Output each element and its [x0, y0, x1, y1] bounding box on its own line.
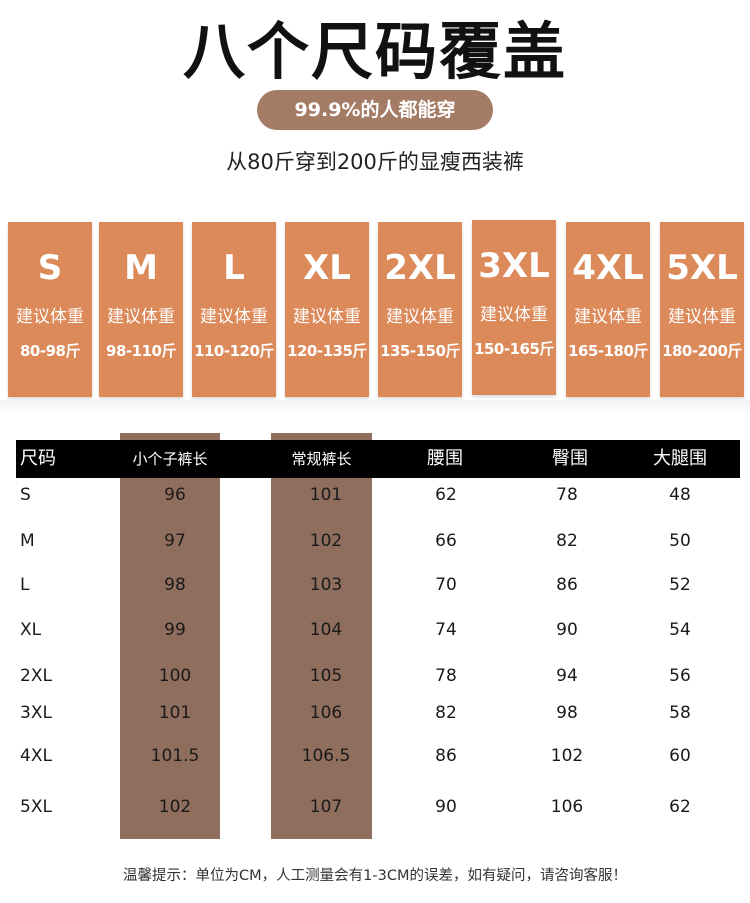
size-card-weight-label: 建议体重	[16, 307, 84, 327]
petite-length-cell: 101	[158, 703, 192, 723]
table-header-bar	[16, 440, 740, 478]
thigh-cell: 52	[669, 575, 691, 595]
size-card-m: M 建议体重 98-110斤	[99, 222, 183, 397]
size-card-size: 4XL	[572, 248, 644, 288]
size-header: 尺码	[20, 448, 56, 469]
size-card-xl: XL 建议体重 120-135斤	[285, 222, 369, 397]
hip-header: 臀围	[552, 448, 588, 469]
size-card-weight-range: 80-98斤	[20, 342, 80, 360]
size-card-size: S	[37, 248, 63, 288]
size-card-weight-range: 110-120斤	[194, 342, 274, 360]
size-cell: 2XL	[20, 666, 52, 686]
size-card-weight-range: 120-135斤	[287, 342, 367, 360]
size-card-weight-label: 建议体重	[574, 307, 642, 327]
size-cell: 4XL	[20, 746, 52, 766]
divider	[0, 400, 750, 414]
size-card-2xl: 2XL 建议体重 135-150斤	[378, 222, 462, 397]
subtitle: 从80斤穿到200斤的显瘦西装裤	[226, 150, 524, 174]
petite-length-header: 小个子裤长	[132, 450, 208, 468]
size-card-size: L	[223, 248, 245, 288]
page-title: 八个尺码覆盖	[182, 15, 567, 88]
thigh-cell: 48	[669, 485, 691, 505]
hip-cell: 86	[556, 575, 578, 595]
size-card-weight-label: 建议体重	[293, 307, 361, 327]
thigh-cell: 60	[669, 746, 691, 766]
hip-cell: 90	[556, 620, 578, 640]
hip-cell: 82	[556, 531, 578, 551]
size-card-5xl: 5XL 建议体重 180-200斤	[660, 222, 744, 397]
regular-length-cell: 107	[309, 797, 343, 817]
size-card-weight-range: 180-200斤	[662, 342, 742, 360]
petite-length-column-highlight	[120, 433, 220, 839]
size-card-size: 3XL	[478, 246, 550, 286]
size-card-weight-label: 建议体重	[480, 305, 548, 325]
footer-note: 温馨提示：单位为CM，人工测量会有1-3CM的误差，如有疑问，请咨询客服！	[123, 868, 627, 884]
regular-length-cell: 105	[309, 666, 343, 686]
petite-length-cell: 96	[164, 485, 186, 505]
size-card-weight-label: 建议体重	[386, 307, 454, 327]
size-card-s: S 建议体重 80-98斤	[8, 222, 92, 397]
thigh-cell: 62	[669, 797, 691, 817]
regular-length-column-highlight	[271, 433, 372, 839]
regular-length-cell: 102	[309, 531, 343, 551]
hip-cell: 98	[556, 703, 578, 723]
regular-length-header: 常规裤长	[291, 450, 352, 468]
waist-cell: 66	[435, 531, 457, 551]
size-cell: L	[20, 575, 30, 595]
petite-length-cell: 100	[158, 666, 192, 686]
size-cell: M	[20, 531, 35, 551]
size-cell: 5XL	[20, 797, 52, 817]
thigh-header: 大腿围	[653, 448, 707, 469]
petite-length-cell: 99	[164, 620, 186, 640]
waist-cell: 74	[435, 620, 457, 640]
size-card-l: L 建议体重 110-120斤	[192, 222, 276, 397]
thigh-cell: 54	[669, 620, 691, 640]
waist-cell: 90	[435, 797, 457, 817]
size-cards: S 建议体重 80-98斤 M 建议体重 98-110斤 L 建议体重 110-120斤 XL 建议…	[0, 220, 750, 402]
regular-length-cell: 104	[309, 620, 343, 640]
petite-length-cell: 102	[158, 797, 192, 817]
regular-length-cell: 106	[309, 703, 343, 723]
hip-cell: 94	[556, 666, 578, 686]
size-card-size: 2XL	[384, 248, 456, 288]
size-card-weight-label: 建议体重	[200, 307, 268, 327]
size-card-weight-range: 150-165斤	[474, 340, 554, 358]
size-card-size: M	[124, 248, 158, 288]
petite-length-cell: 97	[164, 531, 186, 551]
size-card-size: XL	[303, 248, 351, 288]
size-card-3xl: 3XL 建议体重 150-165斤	[472, 220, 556, 395]
size-cell: XL	[20, 620, 42, 640]
size-card-weight-label: 建议体重	[668, 307, 736, 327]
size-card-weight-range: 165-180斤	[568, 342, 648, 360]
waist-cell: 86	[435, 746, 457, 766]
hip-cell: 78	[556, 485, 578, 505]
coverage-badge: 99.9%的人都能穿	[257, 90, 493, 130]
size-card-weight-range: 135-150斤	[380, 342, 460, 360]
regular-length-cell: 106.5	[301, 746, 351, 766]
hip-cell: 102	[550, 746, 584, 766]
size-cell: S	[20, 485, 31, 505]
thigh-cell: 56	[669, 666, 691, 686]
size-card-weight-range: 98-110斤	[106, 342, 176, 360]
hip-cell: 106	[550, 797, 584, 817]
size-card-weight-label: 建议体重	[107, 307, 175, 327]
size-cell: 3XL	[20, 703, 52, 723]
regular-length-cell: 101	[309, 485, 343, 505]
waist-cell: 62	[435, 485, 457, 505]
waist-cell: 70	[435, 575, 457, 595]
size-card-size: 5XL	[666, 248, 738, 288]
waist-cell: 82	[435, 703, 457, 723]
regular-length-cell: 103	[309, 575, 343, 595]
waist-header: 腰围	[427, 448, 463, 469]
waist-cell: 78	[435, 666, 457, 686]
thigh-cell: 58	[669, 703, 691, 723]
thigh-cell: 50	[669, 531, 691, 551]
petite-length-cell: 98	[164, 575, 186, 595]
size-card-4xl: 4XL 建议体重 165-180斤	[566, 222, 650, 397]
petite-length-cell: 101.5	[150, 746, 200, 766]
